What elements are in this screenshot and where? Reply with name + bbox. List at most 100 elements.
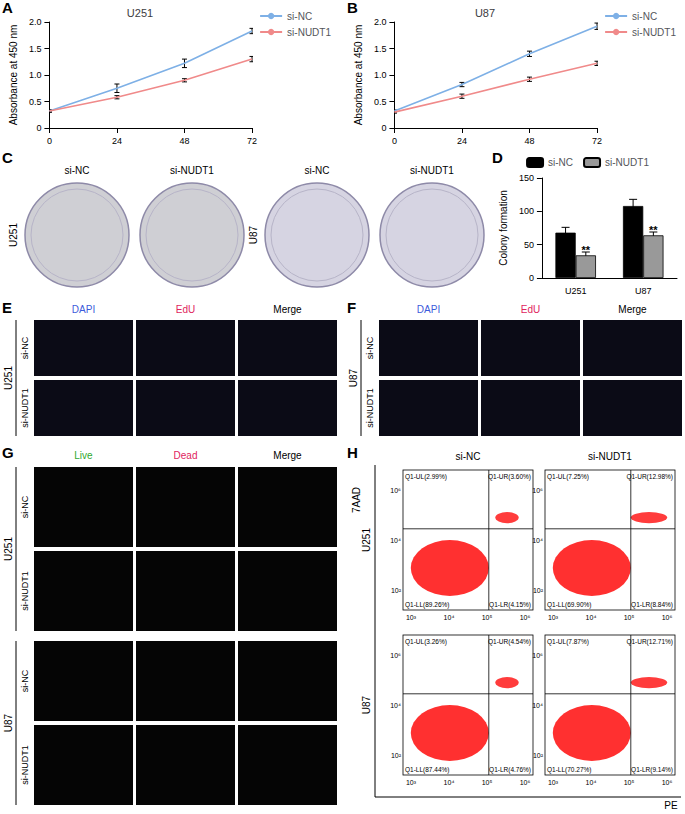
- svg-text:Q1-LL(89.26%): Q1-LL(89.26%): [405, 601, 449, 609]
- svg-text:Q1-LL(69.90%): Q1-LL(69.90%): [547, 601, 591, 609]
- svg-text:PE: PE: [664, 800, 678, 811]
- svg-text:si-NC: si-NC: [305, 165, 330, 176]
- svg-text:U251: U251: [3, 537, 14, 561]
- svg-text:Merge: Merge: [273, 450, 302, 461]
- svg-text:2.0: 2.0: [29, 17, 42, 27]
- svg-text:Q1-LR(4.15%): Q1-LR(4.15%): [489, 601, 531, 609]
- svg-text:Q1-UL(2.99%): Q1-UL(2.99%): [405, 473, 447, 481]
- svg-text:si-NC: si-NC: [20, 495, 30, 518]
- svg-text:si-NUDT1: si-NUDT1: [20, 745, 30, 785]
- svg-text:0.5: 0.5: [374, 97, 387, 107]
- svg-text:10⁶: 10⁶: [390, 652, 401, 659]
- svg-text:Q1-UL(3.26%): Q1-UL(3.26%): [405, 638, 447, 646]
- svg-text:**: **: [649, 224, 658, 236]
- svg-text:U87: U87: [3, 713, 14, 732]
- svg-text:si-NUDT1: si-NUDT1: [20, 571, 30, 611]
- svg-text:Merge: Merge: [618, 304, 647, 315]
- svg-text:Q1-UR(12.71%): Q1-UR(12.71%): [626, 638, 673, 646]
- svg-text:10⁵: 10⁵: [482, 614, 493, 621]
- svg-text:10⁴: 10⁴: [586, 779, 597, 786]
- svg-text:U251: U251: [8, 223, 19, 247]
- svg-text:si-NC: si-NC: [548, 157, 573, 168]
- svg-text:1.5: 1.5: [29, 44, 42, 54]
- svg-text:si-NUDT1: si-NUDT1: [632, 27, 676, 38]
- svg-text:10⁴: 10⁴: [390, 537, 401, 544]
- svg-text:Dead: Dead: [174, 450, 198, 461]
- svg-text:10⁶: 10⁶: [520, 614, 531, 621]
- svg-text:1.0: 1.0: [374, 70, 387, 80]
- svg-text:si-NC: si-NC: [20, 669, 30, 692]
- svg-text:Merge: Merge: [273, 304, 302, 315]
- svg-text:0: 0: [392, 136, 397, 146]
- svg-text:10⁴: 10⁴: [532, 702, 543, 709]
- svg-text:si-NUDT1: si-NUDT1: [588, 451, 632, 462]
- svg-text:10⁶: 10⁶: [390, 487, 401, 494]
- svg-text:10⁵: 10⁵: [482, 779, 493, 786]
- svg-text:10⁴: 10⁴: [532, 537, 543, 544]
- svg-text:U251: U251: [565, 286, 587, 296]
- svg-text:U251: U251: [127, 7, 153, 19]
- svg-text:10⁴: 10⁴: [444, 614, 455, 621]
- svg-text:10⁵: 10⁵: [624, 614, 635, 621]
- svg-text:si-NC: si-NC: [65, 165, 90, 176]
- svg-text:0: 0: [529, 273, 534, 283]
- svg-text:Q1-LL(87.44%): Q1-LL(87.44%): [405, 766, 449, 774]
- svg-text:Q1-UR(4.54%): Q1-UR(4.54%): [488, 638, 531, 646]
- svg-text:1.5: 1.5: [374, 44, 387, 54]
- svg-text:EdU: EdU: [521, 304, 540, 315]
- svg-text:U87: U87: [635, 286, 652, 296]
- svg-text:10⁴: 10⁴: [586, 614, 597, 621]
- svg-text:si-NC: si-NC: [456, 451, 481, 462]
- svg-text:10³: 10³: [406, 779, 417, 786]
- svg-text:0.5: 0.5: [29, 97, 42, 107]
- svg-text:7AAD: 7AAD: [351, 487, 362, 513]
- svg-text:Absorbance at 450 nm: Absorbance at 450 nm: [353, 25, 364, 126]
- svg-text:48: 48: [179, 136, 189, 146]
- svg-text:si-NUDT1: si-NUDT1: [170, 165, 214, 176]
- svg-text:Q1-LR(8.84%): Q1-LR(8.84%): [631, 601, 673, 609]
- svg-text:0: 0: [36, 123, 41, 133]
- svg-text:72: 72: [592, 136, 602, 146]
- svg-text:U87: U87: [348, 368, 359, 387]
- svg-text:0: 0: [47, 136, 52, 146]
- svg-text:10²: 10²: [533, 587, 544, 594]
- svg-text:10⁶: 10⁶: [520, 779, 531, 786]
- svg-text:Q1-LR(9.14%): Q1-LR(9.14%): [631, 766, 673, 774]
- svg-text:Live: Live: [74, 450, 93, 461]
- svg-text:U87: U87: [361, 695, 372, 714]
- svg-text:10²: 10²: [533, 752, 544, 759]
- svg-text:2.0: 2.0: [374, 17, 387, 27]
- svg-text:24: 24: [112, 136, 122, 146]
- svg-text:10²: 10²: [391, 587, 402, 594]
- svg-text:150: 150: [519, 173, 534, 183]
- svg-text:si-NC: si-NC: [287, 11, 312, 22]
- svg-text:10³: 10³: [548, 779, 559, 786]
- svg-text:100: 100: [519, 206, 534, 216]
- svg-text:10³: 10³: [548, 614, 559, 621]
- svg-text:10³: 10³: [406, 614, 417, 621]
- svg-text:Q1-UR(12.98%): Q1-UR(12.98%): [626, 473, 673, 481]
- svg-text:48: 48: [524, 136, 534, 146]
- svg-text:si-NUDT1: si-NUDT1: [605, 157, 649, 168]
- svg-text:DAPI: DAPI: [72, 304, 95, 315]
- svg-text:Q1-LL(70.27%): Q1-LL(70.27%): [547, 766, 591, 774]
- svg-text:EdU: EdU: [176, 304, 195, 315]
- svg-text:Absorbance at 450 nm: Absorbance at 450 nm: [8, 25, 19, 126]
- svg-text:50: 50: [524, 240, 534, 250]
- svg-text:si-NUDT1: si-NUDT1: [287, 27, 331, 38]
- svg-text:10⁴: 10⁴: [390, 702, 401, 709]
- svg-text:1.0: 1.0: [29, 70, 42, 80]
- svg-text:DAPI: DAPI: [417, 304, 440, 315]
- svg-text:Q1-UL(7.25%): Q1-UL(7.25%): [547, 473, 589, 481]
- svg-text:10⁴: 10⁴: [444, 779, 455, 786]
- svg-text:24: 24: [457, 136, 467, 146]
- svg-text:U87: U87: [475, 7, 495, 19]
- svg-text:10²: 10²: [391, 752, 402, 759]
- svg-text:si-NUDT1: si-NUDT1: [410, 165, 454, 176]
- svg-text:Q1-LR(4.76%): Q1-LR(4.76%): [489, 766, 531, 774]
- svg-text:10⁶: 10⁶: [662, 779, 673, 786]
- svg-text:0: 0: [381, 123, 386, 133]
- svg-text:Colony formation: Colony formation: [498, 190, 509, 266]
- svg-text:Q1-UR(3.60%): Q1-UR(3.60%): [488, 473, 531, 481]
- svg-text:si-NC: si-NC: [20, 336, 30, 359]
